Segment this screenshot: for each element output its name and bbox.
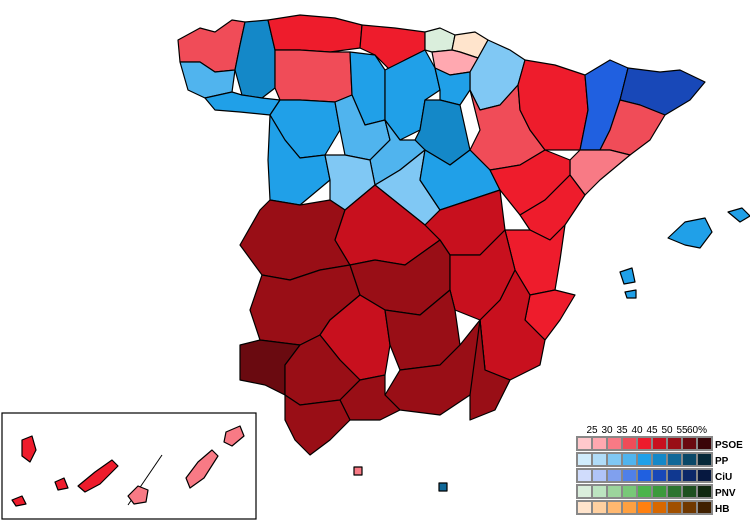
province-pontevedra bbox=[179, 61, 236, 99]
legend-swatch bbox=[593, 470, 606, 481]
legend-swatch bbox=[578, 502, 591, 513]
legend-swatch bbox=[593, 438, 606, 449]
legend-swatch bbox=[668, 470, 681, 481]
canary-islands-inset bbox=[1, 412, 257, 520]
legend-swatch bbox=[623, 486, 636, 497]
legend-swatch bbox=[668, 454, 681, 465]
island-fuerteventura bbox=[185, 449, 219, 489]
legend-tick: 25 bbox=[586, 425, 598, 436]
province-huesca bbox=[517, 59, 589, 151]
legend-swatch bbox=[698, 454, 711, 465]
province-bizkaia bbox=[424, 27, 456, 53]
legend-swatch bbox=[653, 486, 666, 497]
legend-swatch bbox=[638, 454, 651, 465]
legend-swatch bbox=[608, 486, 621, 497]
legend-party-label: CiU bbox=[715, 472, 732, 483]
legend-swatch bbox=[593, 454, 606, 465]
melilla bbox=[438, 482, 448, 492]
province-leon bbox=[274, 49, 353, 103]
legend-swatch bbox=[653, 470, 666, 481]
legend-swatch bbox=[683, 454, 696, 465]
legend-swatch bbox=[653, 438, 666, 449]
legend-tick: 50 bbox=[661, 425, 673, 436]
legend-swatch bbox=[683, 486, 696, 497]
legend-swatch bbox=[653, 454, 666, 465]
legend-swatch bbox=[593, 486, 606, 497]
legend-swatch bbox=[608, 502, 621, 513]
island-el-hierro bbox=[11, 495, 27, 507]
province-cadiz bbox=[284, 394, 351, 456]
legend-swatch bbox=[698, 470, 711, 481]
legend-swatch bbox=[608, 454, 621, 465]
legend-swatch bbox=[623, 454, 636, 465]
legend-swatch bbox=[698, 502, 711, 513]
legend-swatch bbox=[578, 454, 591, 465]
legend-swatch bbox=[608, 438, 621, 449]
island-lanzarote bbox=[223, 425, 245, 447]
legend-tick: 60% bbox=[687, 425, 707, 436]
legend-swatch bbox=[623, 502, 636, 513]
legend-swatch bbox=[638, 502, 651, 513]
legend-swatch bbox=[668, 502, 681, 513]
legend-swatch bbox=[608, 470, 621, 481]
legend-swatch bbox=[638, 438, 651, 449]
legend-swatch bbox=[638, 486, 651, 497]
legend-swatch bbox=[683, 470, 696, 481]
legend-swatch bbox=[623, 470, 636, 481]
island-ibiza bbox=[619, 267, 636, 285]
legend-swatch bbox=[683, 502, 696, 513]
legend-swatch bbox=[698, 438, 711, 449]
legend-swatch bbox=[578, 438, 591, 449]
island-mallorca bbox=[667, 217, 713, 249]
island-la-gomera bbox=[54, 477, 69, 491]
province-la-rioja bbox=[434, 67, 471, 106]
legend-swatch bbox=[683, 438, 696, 449]
legend-party-label: PNV bbox=[715, 488, 736, 499]
province-asturias bbox=[267, 14, 363, 53]
legend-swatch bbox=[668, 486, 681, 497]
legend-swatch bbox=[623, 438, 636, 449]
province-almeria bbox=[469, 319, 511, 421]
legend-swatch bbox=[668, 438, 681, 449]
legend-swatch bbox=[578, 470, 591, 481]
province-malaga bbox=[339, 374, 401, 421]
legend-tick: 45 bbox=[646, 425, 658, 436]
legend: 25 30 35 40 45 50 55 60% PSOE PP CiU PNV HB bbox=[576, 425, 743, 515]
legend-party-label: PSOE bbox=[715, 440, 743, 451]
island-la-palma bbox=[21, 435, 37, 463]
legend-tick: 40 bbox=[631, 425, 643, 436]
island-gran-canaria bbox=[127, 485, 149, 505]
legend-swatch bbox=[578, 486, 591, 497]
legend-swatch bbox=[653, 502, 666, 513]
legend-swatch bbox=[698, 486, 711, 497]
province-ourense bbox=[204, 91, 281, 116]
ceuta bbox=[353, 466, 363, 476]
legend-tick: 55 bbox=[676, 425, 688, 436]
island-tenerife bbox=[77, 459, 119, 493]
legend-party-label: PP bbox=[715, 456, 729, 467]
legend-tick: 35 bbox=[616, 425, 628, 436]
legend-swatch bbox=[593, 502, 606, 513]
legend-party-label: HB bbox=[715, 504, 729, 515]
island-formentera bbox=[624, 289, 637, 299]
legend-tick: 30 bbox=[601, 425, 613, 436]
legend-swatch bbox=[638, 470, 651, 481]
island-menorca bbox=[727, 207, 750, 223]
